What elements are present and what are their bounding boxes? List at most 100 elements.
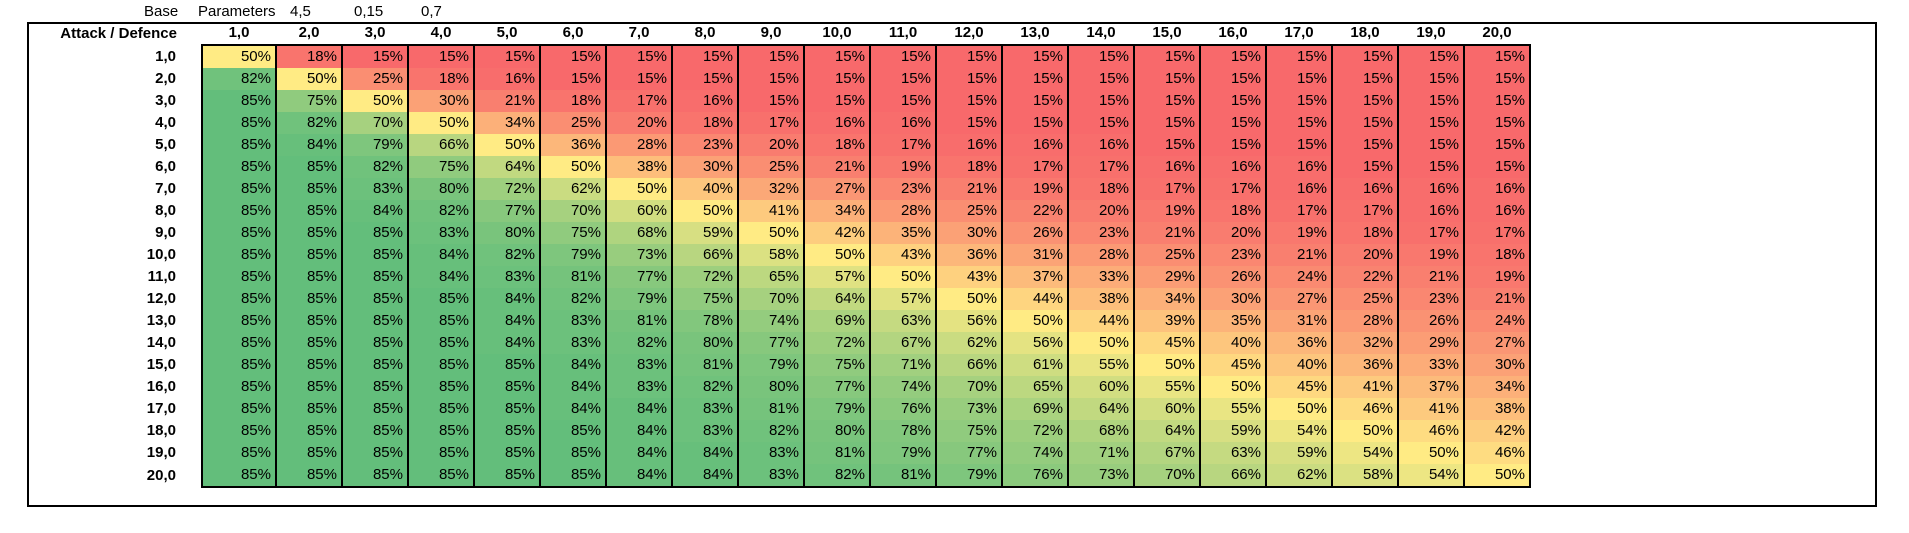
probability-cell[interactable]: 64%: [1067, 398, 1135, 420]
probability-cell[interactable]: 64%: [1133, 420, 1201, 442]
probability-cell[interactable]: 85%: [341, 288, 409, 310]
probability-cell[interactable]: 84%: [539, 398, 607, 420]
probability-cell[interactable]: 62%: [935, 332, 1003, 354]
probability-cell[interactable]: 35%: [869, 222, 937, 244]
probability-cell[interactable]: 15%: [935, 68, 1003, 90]
probability-cell[interactable]: 15%: [935, 90, 1003, 112]
probability-cell[interactable]: 15%: [1067, 112, 1135, 134]
probability-cell[interactable]: 80%: [803, 420, 871, 442]
probability-cell[interactable]: 81%: [605, 310, 673, 332]
probability-cell[interactable]: 30%: [1463, 354, 1531, 376]
column-header[interactable]: 19,0: [1416, 24, 1446, 41]
probability-cell[interactable]: 56%: [935, 310, 1003, 332]
probability-cell[interactable]: 41%: [737, 200, 805, 222]
probability-cell[interactable]: 37%: [1001, 266, 1069, 288]
probability-cell[interactable]: 82%: [341, 156, 409, 178]
row-header[interactable]: 19,0: [146, 444, 176, 461]
probability-cell[interactable]: 23%: [1067, 222, 1135, 244]
probability-cell[interactable]: 15%: [473, 44, 541, 68]
probability-cell[interactable]: 85%: [341, 332, 409, 354]
probability-cell[interactable]: 15%: [1067, 90, 1135, 112]
probability-cell[interactable]: 83%: [539, 310, 607, 332]
row-header[interactable]: 15,0: [146, 356, 176, 373]
probability-cell[interactable]: 75%: [407, 156, 475, 178]
column-header[interactable]: 18,0: [1350, 24, 1380, 41]
probability-cell[interactable]: 15%: [605, 68, 673, 90]
probability-cell[interactable]: 34%: [473, 112, 541, 134]
probability-cell[interactable]: 23%: [671, 134, 739, 156]
probability-cell[interactable]: 79%: [935, 464, 1003, 488]
probability-cell[interactable]: 55%: [1067, 354, 1135, 376]
row-header[interactable]: 3,0: [155, 92, 176, 109]
probability-cell[interactable]: 44%: [1067, 310, 1135, 332]
probability-cell[interactable]: 57%: [803, 266, 871, 288]
probability-cell[interactable]: 17%: [1067, 156, 1135, 178]
probability-cell[interactable]: 84%: [605, 420, 673, 442]
probability-cell[interactable]: 85%: [407, 310, 475, 332]
probability-cell[interactable]: 18%: [275, 44, 343, 68]
probability-cell[interactable]: 15%: [1463, 68, 1531, 90]
probability-cell[interactable]: 16%: [1067, 134, 1135, 156]
probability-cell[interactable]: 85%: [201, 178, 277, 200]
probability-cell[interactable]: 55%: [1133, 376, 1201, 398]
probability-cell[interactable]: 29%: [1397, 332, 1465, 354]
probability-cell[interactable]: 28%: [605, 134, 673, 156]
probability-cell[interactable]: 82%: [407, 200, 475, 222]
row-header[interactable]: 5,0: [155, 136, 176, 153]
probability-cell[interactable]: 32%: [737, 178, 805, 200]
probability-cell[interactable]: 68%: [1067, 420, 1135, 442]
probability-cell[interactable]: 85%: [473, 376, 541, 398]
probability-cell[interactable]: 75%: [935, 420, 1003, 442]
probability-cell[interactable]: 82%: [671, 376, 739, 398]
probability-cell[interactable]: 43%: [935, 266, 1003, 288]
probability-cell[interactable]: 28%: [1067, 244, 1135, 266]
probability-cell[interactable]: 20%: [605, 112, 673, 134]
probability-cell[interactable]: 85%: [201, 464, 277, 488]
probability-cell[interactable]: 42%: [1463, 420, 1531, 442]
probability-cell[interactable]: 85%: [201, 244, 277, 266]
probability-cell[interactable]: 15%: [1133, 90, 1201, 112]
probability-cell[interactable]: 85%: [201, 332, 277, 354]
probability-cell[interactable]: 15%: [1265, 134, 1333, 156]
probability-cell[interactable]: 16%: [1463, 200, 1531, 222]
row-header[interactable]: 7,0: [155, 180, 176, 197]
probability-cell[interactable]: 85%: [275, 200, 343, 222]
probability-cell[interactable]: 50%: [935, 288, 1003, 310]
probability-cell[interactable]: 15%: [1397, 44, 1465, 68]
probability-cell[interactable]: 79%: [737, 354, 805, 376]
probability-cell[interactable]: 17%: [737, 112, 805, 134]
probability-cell[interactable]: 85%: [407, 332, 475, 354]
probability-cell[interactable]: 85%: [407, 398, 475, 420]
probability-cell[interactable]: 60%: [1133, 398, 1201, 420]
column-header[interactable]: 3,0: [364, 24, 386, 41]
probability-cell[interactable]: 81%: [869, 464, 937, 488]
probability-cell[interactable]: 15%: [869, 68, 937, 90]
row-header[interactable]: 17,0: [146, 400, 176, 417]
probability-cell[interactable]: 50%: [737, 222, 805, 244]
probability-cell[interactable]: 84%: [473, 310, 541, 332]
probability-cell[interactable]: 15%: [1133, 134, 1201, 156]
probability-cell[interactable]: 50%: [1001, 310, 1069, 332]
probability-cell[interactable]: 22%: [1331, 266, 1399, 288]
probability-cell[interactable]: 50%: [1133, 354, 1201, 376]
probability-cell[interactable]: 34%: [803, 200, 871, 222]
probability-cell[interactable]: 85%: [473, 354, 541, 376]
probability-cell[interactable]: 15%: [1397, 90, 1465, 112]
probability-cell[interactable]: 15%: [671, 68, 739, 90]
probability-cell[interactable]: 85%: [201, 354, 277, 376]
probability-cell[interactable]: 58%: [737, 244, 805, 266]
probability-cell[interactable]: 21%: [1463, 288, 1531, 310]
probability-cell[interactable]: 15%: [1067, 44, 1135, 68]
probability-cell[interactable]: 38%: [1463, 398, 1531, 420]
probability-cell[interactable]: 81%: [737, 398, 805, 420]
probability-cell[interactable]: 81%: [539, 266, 607, 288]
probability-cell[interactable]: 16%: [1265, 156, 1333, 178]
probability-cell[interactable]: 82%: [473, 244, 541, 266]
probability-cell[interactable]: 73%: [605, 244, 673, 266]
probability-cell[interactable]: 58%: [1331, 464, 1399, 488]
probability-cell[interactable]: 15%: [539, 68, 607, 90]
probability-cell[interactable]: 21%: [803, 156, 871, 178]
probability-cell[interactable]: 26%: [1001, 222, 1069, 244]
probability-cell[interactable]: 50%: [803, 244, 871, 266]
column-header[interactable]: 4,0: [430, 24, 452, 41]
